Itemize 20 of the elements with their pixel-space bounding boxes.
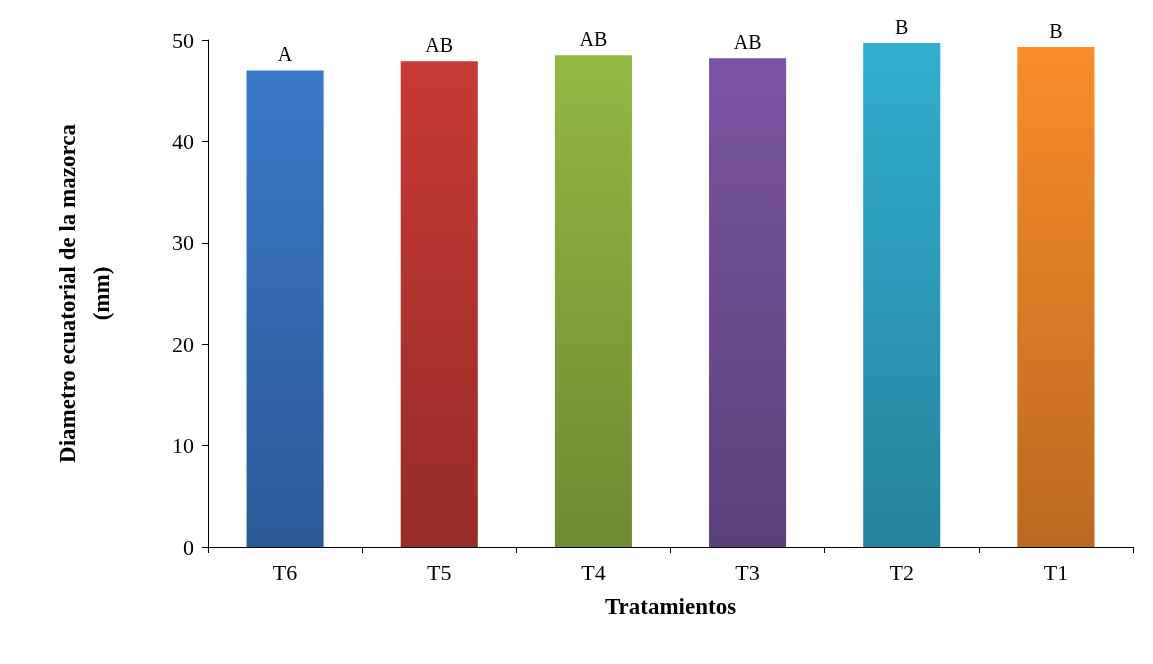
y-tick-label: 50 bbox=[172, 27, 194, 53]
x-tick-label: T5 bbox=[427, 559, 452, 585]
x-axis-title: Tratamientos bbox=[604, 594, 737, 619]
annotation: AB bbox=[579, 28, 608, 51]
x-tick-label: T4 bbox=[581, 559, 606, 585]
y-tick-label: 0 bbox=[183, 534, 194, 560]
annotation: AB bbox=[733, 31, 762, 54]
x-tick-label: T6 bbox=[272, 559, 298, 585]
y-tick-label: 10 bbox=[172, 433, 194, 459]
annotation: B bbox=[1049, 20, 1063, 43]
y-tick-label: 20 bbox=[172, 331, 194, 357]
annotation: B bbox=[895, 16, 909, 39]
annotation: AB bbox=[425, 34, 454, 57]
annotation: A bbox=[277, 43, 293, 66]
x-tick-label: T3 bbox=[735, 559, 760, 585]
x-tick-label: T2 bbox=[889, 559, 914, 585]
x-tick-label: T1 bbox=[1043, 559, 1069, 585]
y-tick-label: 30 bbox=[172, 230, 194, 256]
y-axis-title: Diametro ecuatorial de la mazorca (mm) bbox=[54, 123, 114, 463]
y-tick-label: 40 bbox=[172, 128, 194, 154]
